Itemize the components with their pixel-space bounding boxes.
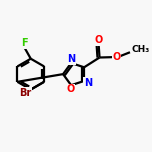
Text: O: O bbox=[66, 84, 74, 94]
Text: N: N bbox=[84, 78, 92, 88]
Text: N: N bbox=[67, 54, 75, 64]
Text: CH₃: CH₃ bbox=[132, 45, 150, 54]
Text: Br: Br bbox=[19, 88, 31, 98]
Text: O: O bbox=[112, 52, 121, 62]
Text: F: F bbox=[21, 38, 28, 48]
Text: O: O bbox=[95, 35, 103, 45]
